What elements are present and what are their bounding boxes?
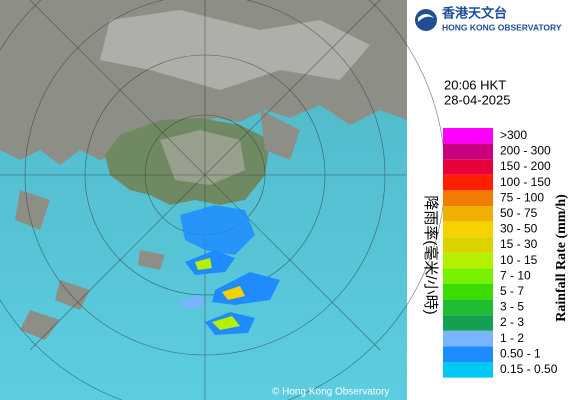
- logo-chinese: 香港天文台: [441, 5, 507, 20]
- legend-swatch: [443, 143, 493, 160]
- rain-echoes: [180, 205, 280, 335]
- legend-label: 0.15 - 0.50: [500, 362, 558, 376]
- legend-swatch: [443, 174, 493, 191]
- copyright: © Hong Kong Observatory: [272, 387, 389, 398]
- legend-label: 2 - 3: [500, 315, 524, 329]
- legend-swatch: [443, 362, 493, 378]
- legend-label: 200 - 300: [500, 144, 551, 158]
- legend-swatch: [443, 237, 493, 253]
- legend-label: 3 - 5: [500, 300, 524, 314]
- legend-swatch: [443, 268, 493, 284]
- legend-label: 50 - 75: [500, 206, 538, 220]
- legend-swatch: [443, 206, 493, 222]
- map: © Hong Kong Observatory: [0, 0, 446, 400]
- legend-label: 30 - 50: [500, 222, 538, 236]
- legend-label: 5 - 7: [500, 284, 524, 298]
- legend-label: 150 - 200: [500, 159, 551, 173]
- legend-swatch: [443, 330, 493, 347]
- legend-title-chinese: 降雨率(毫米/小時): [422, 195, 440, 314]
- time: 20:06 HKT: [444, 77, 506, 92]
- legend-swatch: [443, 252, 493, 269]
- legend-label: >300: [500, 128, 527, 142]
- legend-swatch: [443, 284, 493, 300]
- legend-swatch: [443, 315, 493, 331]
- legend-swatch: [443, 128, 493, 144]
- legend-swatch: [443, 221, 493, 238]
- legend-swatch: [443, 159, 493, 175]
- legend-label: 100 - 150: [500, 175, 551, 189]
- legend-swatch: [443, 190, 493, 206]
- date: 28-04-2025: [444, 92, 511, 107]
- legend-label: 10 - 15: [500, 253, 538, 267]
- legend-label: 1 - 2: [500, 331, 524, 345]
- logo: 香港天文台 HONG KONG OBSERVATORY: [415, 5, 562, 32]
- legend-label: 75 - 100: [500, 190, 544, 204]
- legend-swatch: [443, 299, 493, 316]
- legend-title-english: Rainfall Rate (mm/h): [554, 194, 569, 322]
- legend-label: 7 - 10: [500, 268, 531, 282]
- legend-label: 15 - 30: [500, 237, 538, 251]
- legend-label: 0.50 - 1: [500, 346, 541, 360]
- logo-english: HONG KONG OBSERVATORY: [442, 22, 562, 32]
- legend-swatch: [443, 346, 493, 362]
